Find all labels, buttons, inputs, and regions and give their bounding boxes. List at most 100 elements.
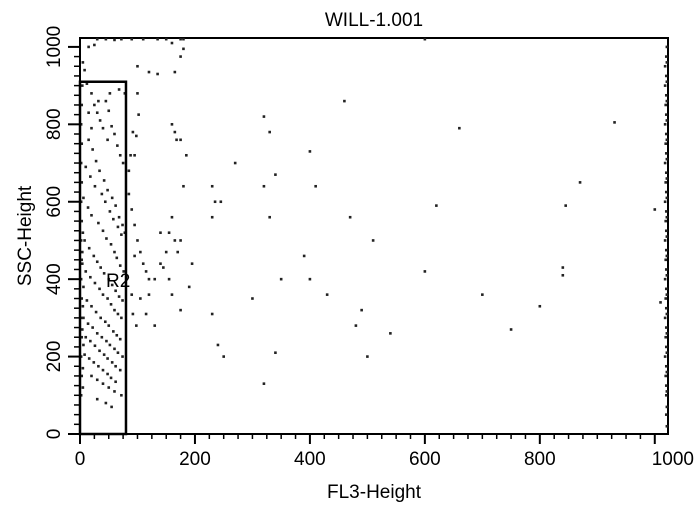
data-point [89,175,92,178]
data-point [108,210,112,213]
data-point [564,204,567,207]
data-point [268,130,271,134]
data-point [120,316,123,320]
data-point [144,312,148,316]
data-point [106,188,109,192]
data-point [561,266,565,269]
data-point [95,378,99,382]
data-point [136,239,139,242]
data-point [81,61,85,64]
data-point [164,250,168,254]
data-point [93,184,97,188]
data-point [159,262,162,265]
data-point [86,322,90,325]
data-point [87,45,90,49]
data-point [664,210,668,213]
data-point [251,297,254,300]
data-point [664,74,668,78]
data-point [262,184,266,188]
data-point [95,397,99,401]
data-point [81,304,85,308]
data-point [179,37,182,41]
x-axis: 0 200 400 600 800 1000 [75,434,694,470]
data-point [262,115,266,118]
y-tick-label: 800 [44,108,65,140]
data-point [664,335,668,339]
data-point [107,109,111,113]
data-point [210,312,214,316]
data-point [219,200,223,204]
data-point [509,328,513,331]
data-point [210,215,214,219]
data-point [108,92,112,95]
data-point [664,103,668,107]
x-tick-label: 600 [409,449,441,470]
data-point [135,134,138,138]
data-point [561,273,565,277]
data-point [101,293,105,296]
data-point [127,169,131,173]
data-point [665,351,669,355]
data-point [613,121,616,124]
data-point [274,351,277,355]
data-point [141,262,145,265]
data-point [371,239,375,242]
data-point [91,326,94,329]
data-point [113,390,116,393]
data-point [109,376,113,380]
data-point [97,364,100,368]
data-point [90,374,93,378]
data-point [95,260,99,264]
data-point [121,299,124,302]
data-point [110,124,113,128]
data-point [458,126,461,130]
data-point [664,132,668,136]
data-point [85,82,89,85]
data-point [182,47,185,51]
data-point [89,275,92,279]
data-point [108,343,112,347]
data-point [93,43,96,47]
data-point [665,157,669,161]
data-point [103,200,107,204]
data-point [89,339,92,343]
data-point [117,215,121,219]
data-point [82,343,85,347]
data-point [80,258,84,262]
data-point [279,277,283,281]
data-point [118,337,122,341]
data-point [665,215,669,219]
data-point [664,306,668,310]
data-point [115,333,119,337]
data-point [120,233,123,236]
data-point [113,347,116,351]
data-point [665,424,669,428]
data-point [665,370,669,374]
data-point [663,64,667,68]
data-point [95,37,99,41]
data-point [665,332,669,335]
data-point [95,332,99,335]
data-point [136,92,139,95]
data-point [136,64,139,68]
data-point [112,217,115,221]
data-point [665,254,669,258]
data-point [104,401,108,405]
data-point [302,254,306,258]
data-point [92,361,96,364]
data-point [80,262,84,265]
data-point [107,324,111,327]
data-point [90,304,93,308]
data-point [179,55,182,58]
y-tick-label: 200 [44,341,65,373]
data-point [94,159,98,163]
x-tick-label: 200 [179,449,211,470]
data-point [156,72,159,76]
data-point [262,382,266,385]
data-point [82,316,85,320]
data-point [94,310,98,314]
data-point [354,324,358,327]
data-point [115,256,119,260]
data-point [665,273,669,277]
y-tick-label: 1000 [44,26,65,68]
